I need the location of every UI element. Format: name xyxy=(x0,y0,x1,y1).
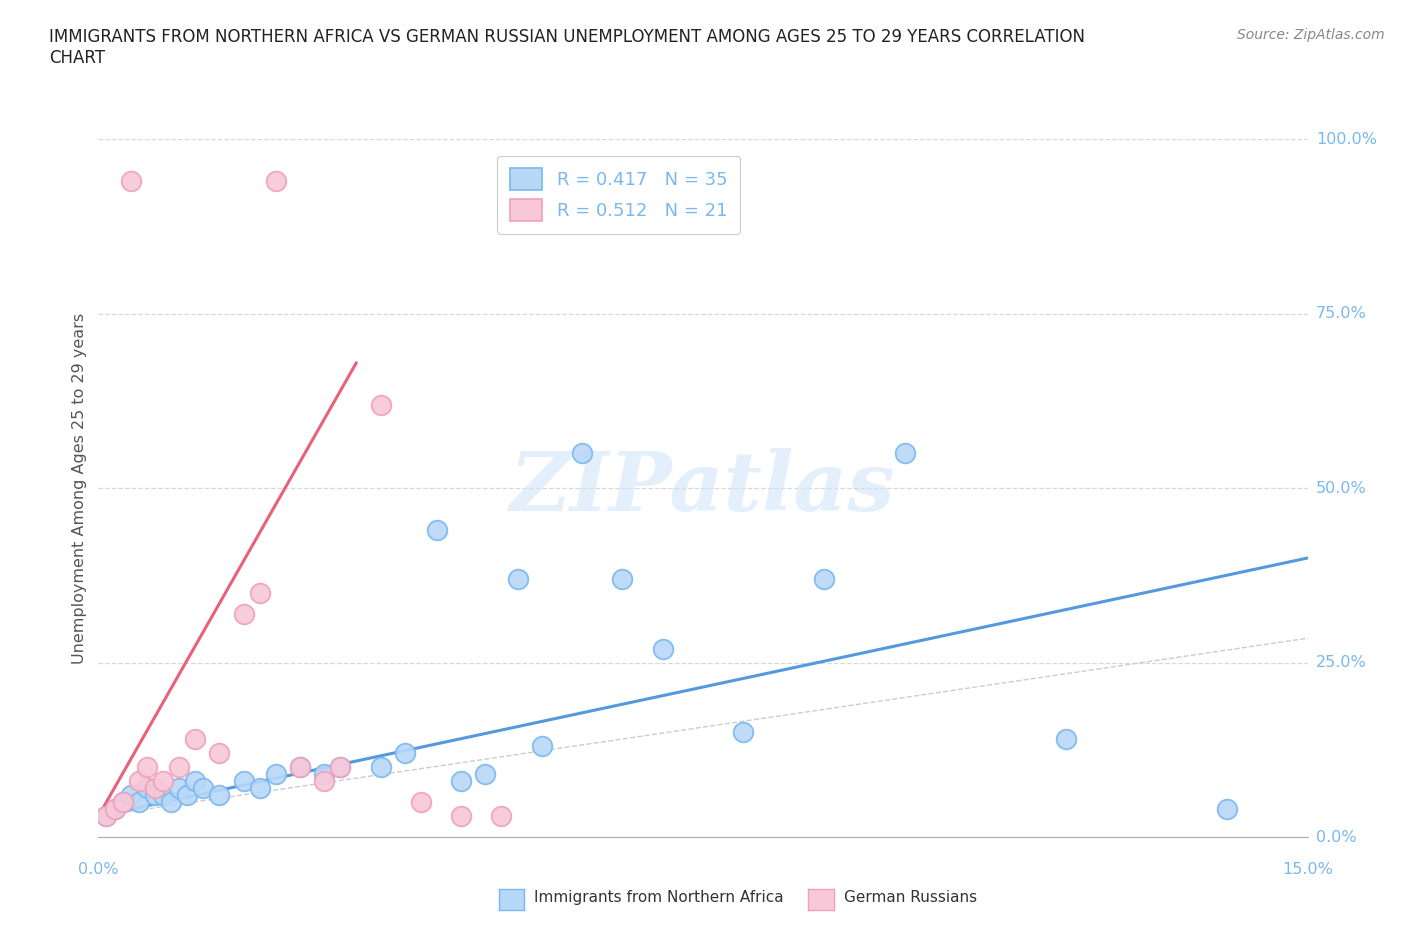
Point xyxy=(160,794,183,809)
Point xyxy=(167,760,190,775)
Text: 25.0%: 25.0% xyxy=(1316,655,1367,671)
Text: IMMIGRANTS FROM NORTHERN AFRICA VS GERMAN RUSSIAN UNEMPLOYMENT AMONG AGES 25 TO : IMMIGRANTS FROM NORTHERN AFRICA VS GERMA… xyxy=(49,28,1085,67)
Point xyxy=(167,781,190,796)
Text: 100.0%: 100.0% xyxy=(1316,132,1376,147)
Text: German Russians: German Russians xyxy=(844,890,977,905)
Point xyxy=(288,760,311,775)
Point xyxy=(152,774,174,789)
Point xyxy=(813,571,835,587)
Point xyxy=(409,794,432,809)
Point xyxy=(450,809,472,824)
Point xyxy=(491,809,513,824)
Point xyxy=(506,571,529,587)
Point xyxy=(394,746,416,761)
Point xyxy=(184,774,207,789)
Point xyxy=(143,781,166,796)
Point xyxy=(370,397,392,412)
Text: 15.0%: 15.0% xyxy=(1282,862,1333,877)
Point xyxy=(152,788,174,803)
Point xyxy=(288,760,311,775)
Point xyxy=(329,760,352,775)
Point xyxy=(474,766,496,781)
Point xyxy=(249,586,271,601)
Point xyxy=(612,571,634,587)
Point xyxy=(135,760,157,775)
Point xyxy=(193,781,215,796)
Point xyxy=(184,732,207,747)
Point xyxy=(103,802,125,817)
Point xyxy=(208,788,231,803)
Point xyxy=(1216,802,1239,817)
Point xyxy=(264,174,287,189)
Point xyxy=(264,766,287,781)
Point xyxy=(96,809,118,824)
Point xyxy=(450,774,472,789)
Text: Source: ZipAtlas.com: Source: ZipAtlas.com xyxy=(1237,28,1385,42)
Point xyxy=(314,774,336,789)
Point xyxy=(232,774,254,789)
Y-axis label: Unemployment Among Ages 25 to 29 years: Unemployment Among Ages 25 to 29 years xyxy=(72,312,87,664)
Point xyxy=(329,760,352,775)
Text: 50.0%: 50.0% xyxy=(1316,481,1367,496)
Text: 75.0%: 75.0% xyxy=(1316,306,1367,322)
Point xyxy=(893,445,915,460)
Point xyxy=(120,788,142,803)
Point xyxy=(733,725,755,740)
Point xyxy=(314,766,336,781)
Point xyxy=(571,445,593,460)
Point xyxy=(176,788,198,803)
Point xyxy=(135,781,157,796)
Point xyxy=(232,606,254,621)
Point xyxy=(111,794,134,809)
Point xyxy=(128,774,150,789)
Text: 0.0%: 0.0% xyxy=(1316,830,1357,844)
Text: ZIPatlas: ZIPatlas xyxy=(510,448,896,528)
Point xyxy=(1054,732,1077,747)
Point xyxy=(111,794,134,809)
Legend: R = 0.417   N = 35, R = 0.512   N = 21: R = 0.417 N = 35, R = 0.512 N = 21 xyxy=(496,155,740,233)
Text: Immigrants from Northern Africa: Immigrants from Northern Africa xyxy=(534,890,785,905)
Point xyxy=(96,809,118,824)
Point xyxy=(370,760,392,775)
Point xyxy=(103,802,125,817)
Point xyxy=(120,174,142,189)
Point xyxy=(651,642,673,657)
Point xyxy=(249,781,271,796)
Text: 0.0%: 0.0% xyxy=(79,862,118,877)
Point xyxy=(426,523,449,538)
Point xyxy=(143,788,166,803)
Point xyxy=(208,746,231,761)
Point xyxy=(128,794,150,809)
Point xyxy=(530,738,553,753)
